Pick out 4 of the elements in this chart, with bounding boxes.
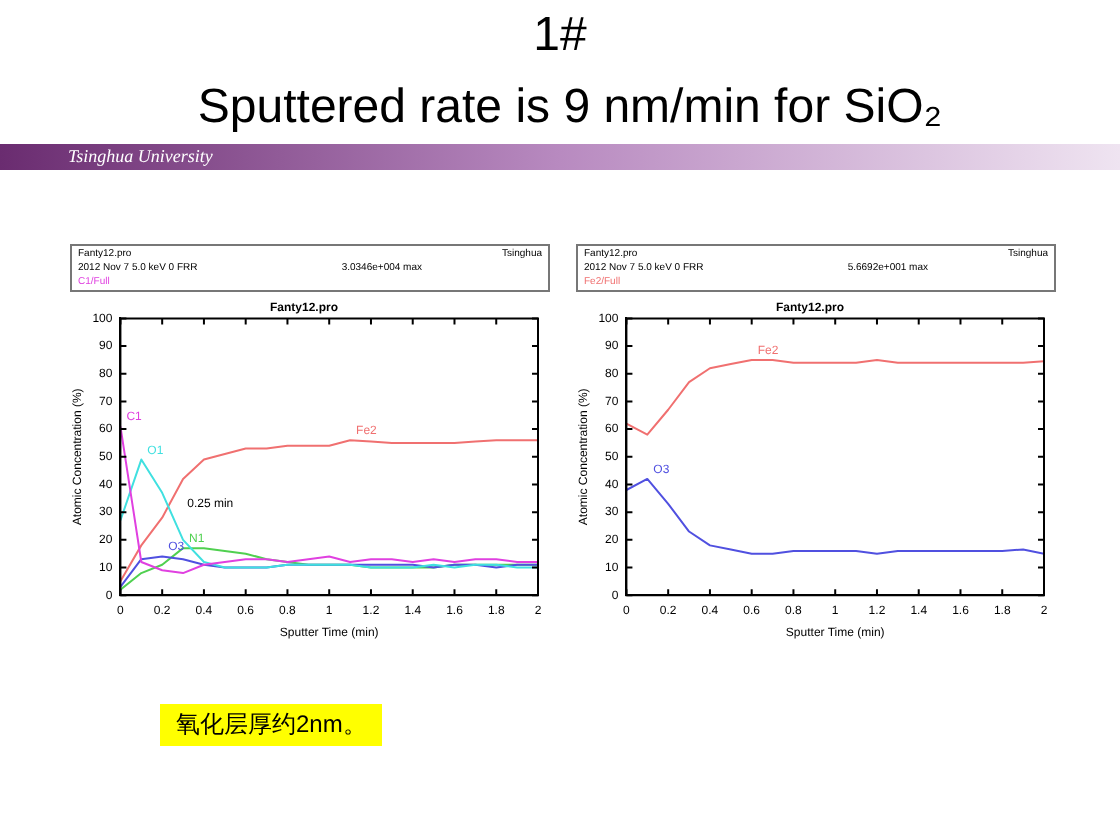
text: 氧化层厚约2nm。 — [160, 704, 383, 746]
text: Tsinghua University — [68, 144, 213, 170]
text: 1# — [531, 8, 589, 64]
text: Sputtered rate is 9 nm/min for SiO₂ — [195, 80, 945, 136]
